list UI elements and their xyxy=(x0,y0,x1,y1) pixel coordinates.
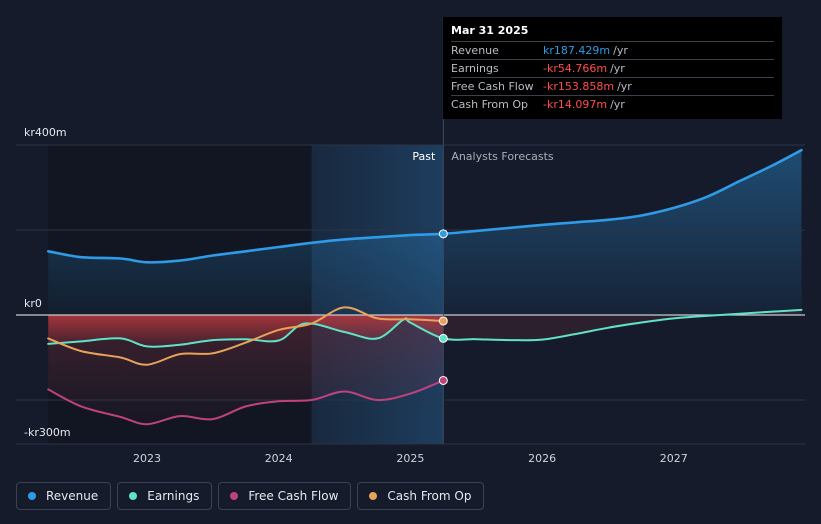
x-tick-label: 2024 xyxy=(265,452,293,465)
forecast-label: Analysts Forecasts xyxy=(451,150,554,163)
x-tick-label: 2025 xyxy=(396,452,424,465)
earnings-negative-area xyxy=(48,315,444,347)
cash-from-op-line xyxy=(47,306,445,366)
tooltip-label: Free Cash Flow xyxy=(451,80,534,93)
tooltip-value: -kr14.097m xyxy=(543,98,608,111)
y-axis-label-bottom: -kr300m xyxy=(24,426,71,439)
tooltip-value: -kr153.858m xyxy=(543,80,615,93)
legend-item-earnings[interactable]: Earnings xyxy=(117,482,213,510)
legend-label: Cash From Op xyxy=(387,489,472,503)
x-tick-label: 2026 xyxy=(528,452,556,465)
legend-dot-icon xyxy=(129,492,138,500)
tooltip-unit: /yr xyxy=(610,62,625,75)
legend-dot-icon xyxy=(369,492,378,500)
tooltip-unit: /yr xyxy=(613,44,628,57)
tooltip-row-revenue: Revenue kr187.429m /yr xyxy=(451,41,774,59)
legend: Revenue Earnings Free Cash Flow Cash Fro… xyxy=(16,482,485,510)
tooltip-value: kr187.429m xyxy=(543,44,611,57)
past-label: Past xyxy=(412,150,436,163)
y-axis-label-zero: kr0 xyxy=(24,297,42,310)
legend-label: Free Cash Flow xyxy=(248,489,339,503)
y-axis-label-top: kr400m xyxy=(24,126,67,139)
free-cash-flow-line xyxy=(47,379,445,426)
legend-label: Revenue xyxy=(46,489,99,503)
revenue-point xyxy=(438,229,448,239)
revenue-line xyxy=(46,148,803,264)
legend-item-cash-from-op[interactable]: Cash From Op xyxy=(357,482,485,510)
tooltip: Mar 31 2025 Revenue kr187.429m /yr Earni… xyxy=(443,17,782,119)
legend-item-free-cash-flow[interactable]: Free Cash Flow xyxy=(218,482,352,510)
free-cash-flow-point xyxy=(438,375,448,385)
tooltip-unit: /yr xyxy=(610,98,625,111)
cash-from-op-point xyxy=(438,316,448,326)
legend-item-revenue[interactable]: Revenue xyxy=(16,482,112,510)
legend-dot-icon xyxy=(28,492,36,500)
x-tick-label: 2023 xyxy=(133,452,161,465)
tooltip-value: -kr54.766m xyxy=(543,62,608,75)
earnings-line xyxy=(47,308,803,348)
earnings-point xyxy=(438,333,448,343)
legend-dot-icon xyxy=(230,492,239,500)
tooltip-label: Earnings xyxy=(451,62,499,75)
tooltip-row-cash-from-op: Cash From Op -kr14.097m /yr xyxy=(451,95,774,113)
tooltip-unit: /yr xyxy=(617,80,632,93)
revenue-area xyxy=(48,150,802,315)
tooltip-label: Revenue xyxy=(451,44,499,57)
tooltip-row-free-cash-flow: Free Cash Flow -kr153.858m /yr xyxy=(451,77,774,95)
x-tick-label: 2027 xyxy=(660,452,688,465)
tooltip-date: Mar 31 2025 xyxy=(451,24,529,37)
tooltip-row-earnings: Earnings -kr54.766m /yr xyxy=(451,59,774,77)
tooltip-label: Cash From Op xyxy=(451,98,529,111)
legend-label: Earnings xyxy=(147,489,200,503)
